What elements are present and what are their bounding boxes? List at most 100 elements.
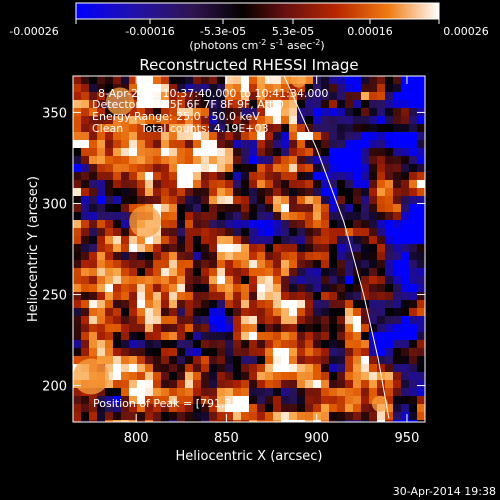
heatmap-cell — [353, 228, 362, 237]
heatmap-cell — [361, 204, 370, 213]
heatmap-cell — [321, 324, 330, 333]
heatmap-cell — [81, 108, 90, 117]
heatmap-cell — [401, 364, 410, 373]
heatmap-cell — [89, 284, 98, 293]
heatmap-cell — [161, 276, 170, 285]
heatmap-cell — [369, 412, 378, 421]
annotation-time-range: 8-Apr-2012 10:37:40.000 to 10:41:34.000 — [98, 87, 328, 100]
heatmap-cell — [193, 116, 202, 125]
heatmap-cell — [273, 76, 282, 85]
heatmap-cell — [409, 284, 418, 293]
heatmap-cell — [401, 284, 410, 293]
heatmap-cell — [153, 412, 162, 421]
heatmap-cell — [193, 340, 202, 349]
heatmap-cell — [217, 268, 226, 277]
heatmap-cell — [297, 404, 306, 413]
heatmap-cell — [153, 124, 162, 133]
bright-source — [371, 395, 388, 412]
heatmap-cell — [417, 404, 425, 413]
heatmap-cell — [113, 420, 122, 422]
heatmap-cell — [321, 388, 330, 397]
heatmap-cell — [361, 172, 370, 181]
heatmap-cell — [193, 164, 202, 173]
heatmap-cell — [305, 228, 314, 237]
heatmap-cell — [89, 84, 98, 93]
heatmap-cell — [329, 388, 338, 397]
heatmap-cell — [377, 116, 386, 125]
heatmap-cell — [313, 236, 322, 245]
heatmap-image — [73, 76, 425, 422]
heatmap-cell — [241, 420, 250, 422]
heatmap-cell — [241, 412, 250, 421]
heatmap-cell — [313, 196, 322, 205]
heatmap-cell — [361, 412, 370, 421]
heatmap-cell — [265, 196, 274, 205]
heatmap-cell — [161, 84, 170, 93]
heatmap-cell — [121, 284, 130, 293]
heatmap-cell — [273, 92, 282, 101]
heatmap-cell — [337, 324, 346, 333]
heatmap-cell — [313, 356, 322, 365]
heatmap-cell — [409, 220, 418, 229]
heatmap-cell — [241, 372, 250, 381]
heatmap-cell — [121, 356, 130, 365]
heatmap-cell — [249, 268, 258, 277]
heatmap-cell — [257, 356, 266, 365]
heatmap-cell — [313, 180, 322, 189]
heatmap-cell — [257, 228, 266, 237]
heatmap-cell — [121, 244, 130, 253]
heatmap-cell — [217, 204, 226, 213]
heatmap-cell — [385, 276, 394, 285]
heatmap-cell — [313, 100, 322, 109]
heatmap-cell — [273, 228, 282, 237]
bright-source — [290, 76, 307, 88]
heatmap-cell — [129, 396, 138, 405]
heatmap-cell — [193, 396, 202, 405]
heatmap-cell — [177, 228, 186, 237]
heatmap-cell — [385, 332, 394, 341]
heatmap-cell — [345, 404, 354, 413]
heatmap-cell — [385, 356, 394, 365]
heatmap-cell — [345, 196, 354, 205]
heatmap-cell — [417, 196, 425, 205]
heatmap-cell — [257, 212, 266, 221]
heatmap-cell — [209, 76, 218, 85]
heatmap-cell — [113, 404, 122, 413]
heatmap-cell — [177, 268, 186, 277]
heatmap-cell — [265, 380, 274, 389]
heatmap-cell — [233, 276, 242, 285]
heatmap-cell — [241, 388, 250, 397]
heatmap-cell — [281, 172, 290, 181]
heatmap-cell — [105, 388, 114, 397]
heatmap-cell — [337, 276, 346, 285]
heatmap-cell — [313, 332, 322, 341]
heatmap-cell — [161, 76, 170, 85]
heatmap-cell — [297, 396, 306, 405]
heatmap-cell — [297, 292, 306, 301]
heatmap-cell — [113, 148, 122, 157]
heatmap-cell — [369, 276, 378, 285]
heatmap-cell — [377, 388, 386, 397]
heatmap-cell — [73, 348, 82, 357]
heatmap-cell — [353, 108, 362, 117]
heatmap-cell — [385, 252, 394, 261]
heatmap-cell — [241, 116, 250, 125]
heatmap-cell — [377, 164, 386, 173]
heatmap-cell — [353, 364, 362, 373]
heatmap-cell — [345, 140, 354, 149]
heatmap-cell — [377, 228, 386, 237]
heatmap-cell — [281, 116, 290, 125]
heatmap-cell — [305, 180, 314, 189]
heatmap-cell — [313, 92, 322, 101]
heatmap-cell — [145, 108, 154, 117]
heatmap-cell — [145, 76, 154, 85]
heatmap-cell — [393, 220, 402, 229]
heatmap-cell — [177, 84, 186, 93]
heatmap-cell — [361, 84, 370, 93]
heatmap-cell — [193, 236, 202, 245]
heatmap-cell — [113, 260, 122, 269]
heatmap-cell — [89, 396, 98, 405]
heatmap-cell — [401, 276, 410, 285]
heatmap-cell — [393, 84, 402, 93]
